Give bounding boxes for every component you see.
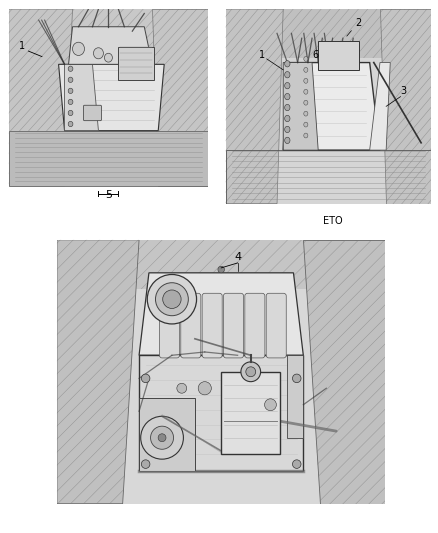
Circle shape bbox=[285, 93, 290, 100]
Circle shape bbox=[141, 460, 150, 469]
FancyBboxPatch shape bbox=[318, 41, 359, 70]
Text: 2: 2 bbox=[355, 18, 361, 28]
Circle shape bbox=[68, 122, 73, 127]
FancyBboxPatch shape bbox=[202, 293, 222, 358]
Circle shape bbox=[285, 71, 290, 78]
Circle shape bbox=[68, 88, 73, 93]
Text: 6: 6 bbox=[312, 50, 318, 60]
Polygon shape bbox=[64, 64, 99, 131]
Circle shape bbox=[158, 434, 166, 442]
Circle shape bbox=[285, 115, 290, 122]
Circle shape bbox=[293, 374, 301, 383]
Circle shape bbox=[151, 426, 173, 449]
Polygon shape bbox=[57, 240, 139, 504]
Circle shape bbox=[304, 133, 308, 138]
FancyBboxPatch shape bbox=[245, 293, 265, 358]
Polygon shape bbox=[380, 9, 431, 204]
Circle shape bbox=[304, 68, 308, 72]
Polygon shape bbox=[139, 273, 303, 356]
Circle shape bbox=[104, 53, 113, 62]
Circle shape bbox=[304, 111, 308, 116]
FancyBboxPatch shape bbox=[118, 47, 154, 80]
Circle shape bbox=[285, 104, 290, 111]
Polygon shape bbox=[139, 398, 195, 471]
Polygon shape bbox=[57, 240, 385, 289]
Circle shape bbox=[163, 290, 181, 309]
FancyBboxPatch shape bbox=[84, 105, 102, 120]
Circle shape bbox=[304, 90, 308, 94]
Circle shape bbox=[304, 56, 308, 61]
Circle shape bbox=[304, 122, 308, 127]
Circle shape bbox=[198, 382, 211, 395]
FancyBboxPatch shape bbox=[181, 293, 201, 358]
Polygon shape bbox=[9, 9, 208, 186]
Circle shape bbox=[141, 374, 150, 383]
Polygon shape bbox=[139, 356, 303, 471]
Text: 1: 1 bbox=[19, 41, 25, 51]
Circle shape bbox=[265, 399, 276, 411]
Text: 5: 5 bbox=[105, 190, 112, 200]
Polygon shape bbox=[303, 240, 385, 504]
Text: 4: 4 bbox=[234, 252, 241, 262]
Polygon shape bbox=[226, 9, 283, 204]
Circle shape bbox=[141, 416, 184, 459]
Circle shape bbox=[147, 274, 197, 324]
FancyBboxPatch shape bbox=[159, 293, 180, 358]
Circle shape bbox=[304, 100, 308, 105]
Polygon shape bbox=[226, 9, 431, 204]
FancyBboxPatch shape bbox=[223, 293, 244, 358]
Polygon shape bbox=[287, 356, 303, 438]
Polygon shape bbox=[69, 27, 152, 64]
Circle shape bbox=[155, 282, 188, 316]
FancyBboxPatch shape bbox=[266, 293, 286, 358]
Circle shape bbox=[285, 61, 290, 67]
Circle shape bbox=[68, 99, 73, 104]
Text: 3: 3 bbox=[401, 86, 406, 96]
Polygon shape bbox=[59, 64, 164, 131]
Circle shape bbox=[68, 66, 73, 71]
Circle shape bbox=[68, 110, 73, 116]
Circle shape bbox=[285, 83, 290, 89]
Polygon shape bbox=[283, 62, 318, 150]
Text: 1: 1 bbox=[258, 50, 265, 60]
Circle shape bbox=[293, 460, 301, 469]
Circle shape bbox=[241, 362, 261, 382]
Polygon shape bbox=[9, 9, 208, 64]
Polygon shape bbox=[370, 62, 390, 150]
Circle shape bbox=[285, 137, 290, 143]
Circle shape bbox=[218, 266, 224, 273]
Circle shape bbox=[304, 78, 308, 83]
Circle shape bbox=[177, 383, 187, 393]
Circle shape bbox=[246, 367, 256, 377]
Circle shape bbox=[73, 42, 85, 55]
Polygon shape bbox=[57, 240, 385, 504]
Polygon shape bbox=[283, 62, 380, 150]
Circle shape bbox=[68, 77, 73, 83]
Polygon shape bbox=[152, 9, 208, 186]
Polygon shape bbox=[226, 9, 431, 58]
Polygon shape bbox=[9, 131, 208, 186]
Circle shape bbox=[285, 126, 290, 133]
Polygon shape bbox=[9, 9, 73, 186]
Polygon shape bbox=[221, 372, 280, 454]
Circle shape bbox=[93, 48, 103, 59]
Text: ETO: ETO bbox=[323, 216, 343, 226]
